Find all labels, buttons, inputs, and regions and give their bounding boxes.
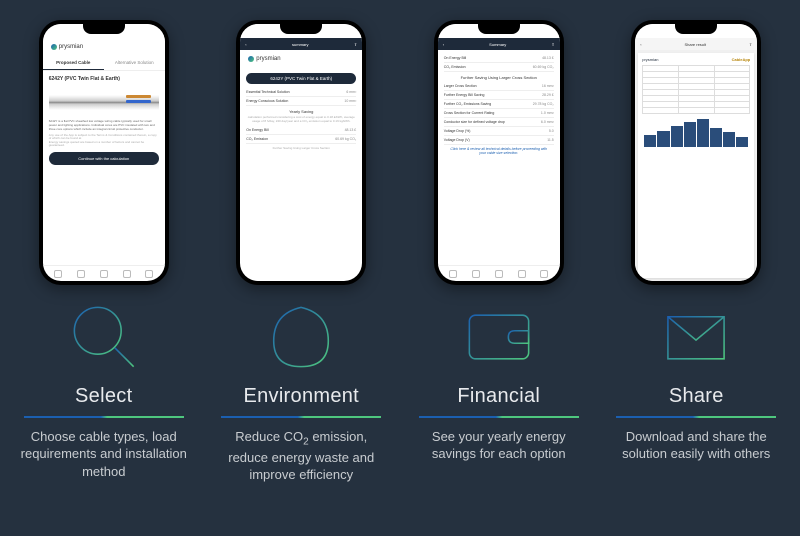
phone-mockup: prysmian Proposed Cable Alternative Solu… (39, 20, 169, 285)
divider (616, 416, 776, 418)
feature-financial: ‹Summary⇪ On Energy Bill48.13 £ CO₂ Emis… (406, 20, 591, 484)
divider (24, 416, 184, 418)
phone-mockup: ‹summary⇪ prysmian 6242Y (PVC Twin Flat … (236, 20, 366, 285)
phone-mockup: ‹Summary⇪ On Energy Bill48.13 £ CO₂ Emis… (434, 20, 564, 285)
feature-title: Share (669, 385, 724, 408)
feature-desc: Download and share the solution easily w… (611, 428, 781, 463)
nav-bar: ‹Summary⇪ (438, 38, 560, 50)
nav-bar: ‹Share result⇪ (635, 38, 757, 50)
divider (221, 416, 381, 418)
feature-environment: ‹summary⇪ prysmian 6242Y (PVC Twin Flat … (209, 20, 394, 484)
phone-screen-share: ‹Share result⇪ prysmian CableApp (635, 24, 757, 281)
brand-logo: prysmian (51, 44, 83, 50)
phone-screen-environment: ‹summary⇪ prysmian 6242Y (PVC Twin Flat … (240, 24, 362, 281)
summary-header: 6242Y (PVC Twin Flat & Earth) (246, 73, 356, 84)
share-icon (654, 297, 739, 377)
phone-mockup: ‹Share result⇪ prysmian CableApp (631, 20, 761, 285)
feature-select: prysmian Proposed Cable Alternative Solu… (11, 20, 196, 484)
leaf-icon (259, 297, 344, 377)
wallet-icon (456, 297, 541, 377)
calc-note: calculation performed considering a cost… (246, 116, 356, 123)
product-title: 6242Y (PVC Twin Flat & Earth) (49, 76, 159, 82)
phone-screen-financial: ‹Summary⇪ On Energy Bill48.13 £ CO₂ Emis… (438, 24, 560, 281)
feature-title: Select (75, 385, 132, 408)
section-further: Further Saving Using Larger Cross Sectio… (444, 75, 554, 80)
feature-share: ‹Share result⇪ prysmian CableApp (604, 20, 789, 484)
savings-note: Energy savings quoted are based on a num… (49, 141, 159, 148)
bottom-nav (43, 265, 165, 281)
report-chart (642, 117, 750, 147)
feature-title: Environment (243, 385, 359, 408)
feature-desc: Reduce CO2 emission, reduce energy waste… (216, 428, 386, 484)
yearly-saving-label: Yearly Saving (246, 109, 356, 114)
hint-text[interactable]: Click here & review all technical detail… (444, 145, 554, 157)
features-row: prysmian Proposed Cable Alternative Solu… (0, 0, 800, 494)
cable-image (49, 86, 159, 116)
feature-desc: Choose cable types, load requirements an… (19, 428, 189, 481)
tabs: Proposed Cable Alternative Solution (43, 56, 165, 71)
phone-screen-select: prysmian Proposed Cable Alternative Solu… (43, 24, 165, 281)
search-icon (61, 297, 146, 377)
report-table (642, 65, 750, 114)
document-preview: prysmian CableApp (635, 50, 757, 281)
tab-alternative[interactable]: Alternative Solution (104, 56, 165, 70)
tab-proposed[interactable]: Proposed Cable (43, 56, 104, 70)
continue-button[interactable]: Continue with the calculation (49, 152, 159, 165)
feature-title: Financial (457, 385, 540, 408)
brand-logo: prysmian (248, 56, 280, 62)
bottom-nav (438, 265, 560, 281)
feature-desc: See your yearly energy savings for each … (414, 428, 584, 463)
nav-bar: ‹summary⇪ (240, 38, 362, 50)
product-desc: 6242Y is a flat PVC sheathed low voltage… (49, 120, 159, 132)
divider (419, 416, 579, 418)
